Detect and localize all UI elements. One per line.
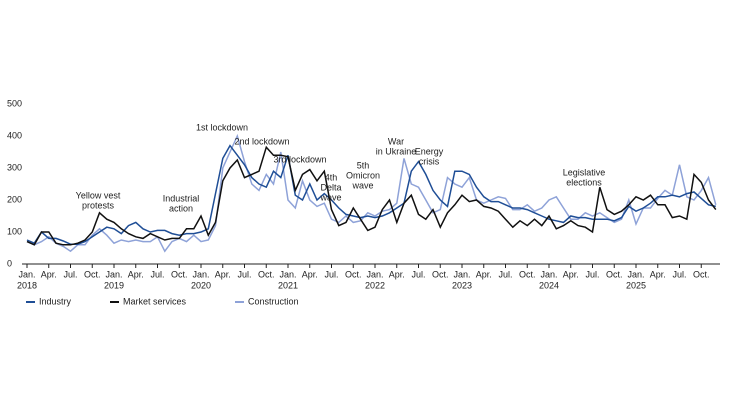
x-tick-label: Oct.	[693, 269, 710, 279]
x-tick-label: Jul.	[63, 269, 77, 279]
y-tick-label: 200	[7, 194, 22, 204]
x-tick-label: Jul.	[237, 269, 251, 279]
annotation: protests	[82, 200, 115, 210]
x-tick-label: Jan.	[366, 269, 383, 279]
line	[26, 145, 717, 246]
x-tick-label: Apr.	[389, 269, 405, 279]
annotation: action	[169, 203, 193, 213]
year-label: 2019	[104, 280, 124, 290]
x-tick-label: Apr.	[476, 269, 492, 279]
year-label: 2023	[452, 280, 472, 290]
legend-label: Industry	[39, 296, 72, 306]
annotation: 2nd lockdown	[234, 136, 289, 146]
x-tick-label: Oct.	[519, 269, 536, 279]
y-tick-label: 100	[7, 226, 22, 236]
x-tick-label: Jan.	[192, 269, 209, 279]
annotation: wave	[319, 192, 341, 202]
x-tick-label: Oct.	[606, 269, 623, 279]
line	[26, 133, 717, 253]
x-tick-label: Jul.	[411, 269, 425, 279]
x-tick-label: Apr.	[215, 269, 231, 279]
y-tick-label: 0	[7, 258, 12, 268]
x-tick-label: Apr.	[41, 269, 57, 279]
x-tick-label: Oct.	[171, 269, 188, 279]
annotation: Energy	[415, 146, 444, 156]
year-label: 2025	[626, 280, 646, 290]
x-tick-label: Oct.	[345, 269, 362, 279]
x-tick-label: Apr.	[302, 269, 318, 279]
x-tick-label: Oct.	[258, 269, 275, 279]
year-label: 2022	[365, 280, 385, 290]
annotation: wave	[351, 180, 373, 190]
annotation: 4th	[325, 172, 338, 182]
x-tick-label: Jan.	[105, 269, 122, 279]
x-tick-label: Jan.	[279, 269, 296, 279]
legend-label: Construction	[248, 296, 299, 306]
legend-label: Market services	[123, 296, 187, 306]
x-tick-label: Jul.	[150, 269, 164, 279]
line	[26, 144, 716, 245]
x-tick-label: Jan.	[453, 269, 470, 279]
y-tick-label: 400	[7, 130, 22, 140]
year-label: 2021	[278, 280, 298, 290]
annotation: 1st lockdown	[196, 122, 248, 132]
x-tick-label: Apr.	[128, 269, 144, 279]
x-tick-label: Jul.	[672, 269, 686, 279]
annotation: 3rd lockdown	[273, 154, 326, 164]
y-tick-label: 500	[7, 98, 22, 108]
annotation: Omicron	[346, 170, 380, 180]
annotation: 5th	[357, 160, 370, 170]
x-tick-label: Jan.	[627, 269, 644, 279]
year-label: 2020	[191, 280, 211, 290]
x-tick-label: Oct.	[84, 269, 101, 279]
x-tick-label: Jan.	[540, 269, 557, 279]
x-tick-label: Jul.	[585, 269, 599, 279]
annotation: crisis	[419, 156, 440, 166]
x-tick-label: Jul.	[324, 269, 338, 279]
year-label: 2024	[539, 280, 559, 290]
x-tick-label: Oct.	[432, 269, 449, 279]
annotation: Yellow vest	[76, 190, 121, 200]
annotation: Industrial	[163, 193, 200, 203]
annotation: elections	[566, 177, 602, 187]
x-tick-label: Jan.	[18, 269, 35, 279]
annotation: Delta	[320, 182, 341, 192]
x-tick-label: Apr.	[650, 269, 666, 279]
x-tick-label: Jul.	[498, 269, 512, 279]
y-tick-label: 300	[7, 162, 22, 172]
annotation: Legislative	[563, 167, 606, 177]
year-label: 2018	[17, 280, 37, 290]
x-tick-label: Apr.	[563, 269, 579, 279]
annotation: in Ukraine	[376, 146, 417, 156]
annotation: War	[388, 136, 404, 146]
